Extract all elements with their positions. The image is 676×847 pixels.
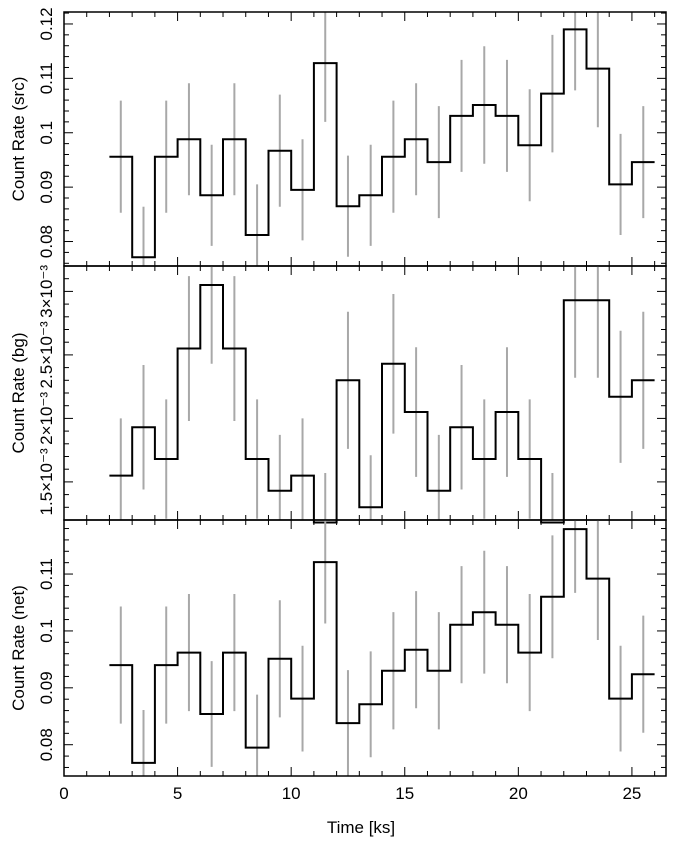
- net-panel-frame: [63, 519, 667, 777]
- src-y-tick-label: 0.09: [37, 171, 56, 204]
- bg-y-tick-label: 2.5×10⁻³: [37, 321, 56, 388]
- net-error-bars: [119, 520, 645, 776]
- x-tick-label: 5: [173, 784, 182, 803]
- src-axis-ticks: [63, 12, 666, 266]
- x-tick-label: 15: [395, 784, 414, 803]
- bg-y-tick-label: 2×10⁻³: [37, 392, 56, 445]
- x-tick-label: 25: [622, 784, 641, 803]
- src-y-tick-label: 0.1: [37, 121, 56, 145]
- bg-y-tick-label: 1.5×10⁻³: [37, 448, 56, 515]
- net-y-tick-labels: 0.08 0.09 0.1 0.11: [37, 558, 56, 761]
- panel-src: 0.08 0.09 0.1 0.11 0.12 Count Rate (src): [9, 7, 667, 267]
- src-y-tick-label: 0.08: [37, 225, 56, 258]
- net-y-tick-label: 0.1: [37, 619, 56, 643]
- net-y-tick-label: 0.11: [37, 558, 56, 590]
- panel-net: 0.08 0.09 0.1 0.11 0 5 10 15 20 25 Count Rate (n…: [9, 519, 667, 837]
- x-tick-labels: 0 5 10 15 20 25: [59, 784, 641, 803]
- x-tick-label: 20: [509, 784, 528, 803]
- bg-y-tick-labels: 1.5×10⁻³ 2×10⁻³ 2.5×10⁻³ 3×10⁻³: [37, 265, 56, 516]
- net-y-tick-label: 0.09: [37, 671, 56, 704]
- src-step-line: [109, 28, 655, 259]
- bg-y-tick-label: 3×10⁻³: [37, 265, 56, 318]
- src-y-tick-label: 0.12: [37, 7, 56, 40]
- x-tick-label: 10: [282, 784, 301, 803]
- net-y-axis-label: Count Rate (net): [9, 585, 28, 711]
- bg-y-axis-label: Count Rate (bg): [9, 333, 28, 454]
- src-y-tick-labels: 0.08 0.09 0.1 0.11 0.12: [37, 7, 56, 258]
- x-tick-label: 0: [59, 784, 68, 803]
- net-y-tick-label: 0.08: [37, 728, 56, 761]
- x-axis-label: Time [ks]: [327, 818, 395, 837]
- panel-bg: 1.5×10⁻³ 2×10⁻³ 2.5×10⁻³ 3×10⁻³ Count Rate …: [9, 265, 667, 524]
- net-step-line: [109, 528, 655, 764]
- bg-step-line: [109, 284, 655, 524]
- src-y-tick-label: 0.11: [37, 62, 56, 94]
- src-y-axis-label: Count Rate (src): [9, 77, 28, 202]
